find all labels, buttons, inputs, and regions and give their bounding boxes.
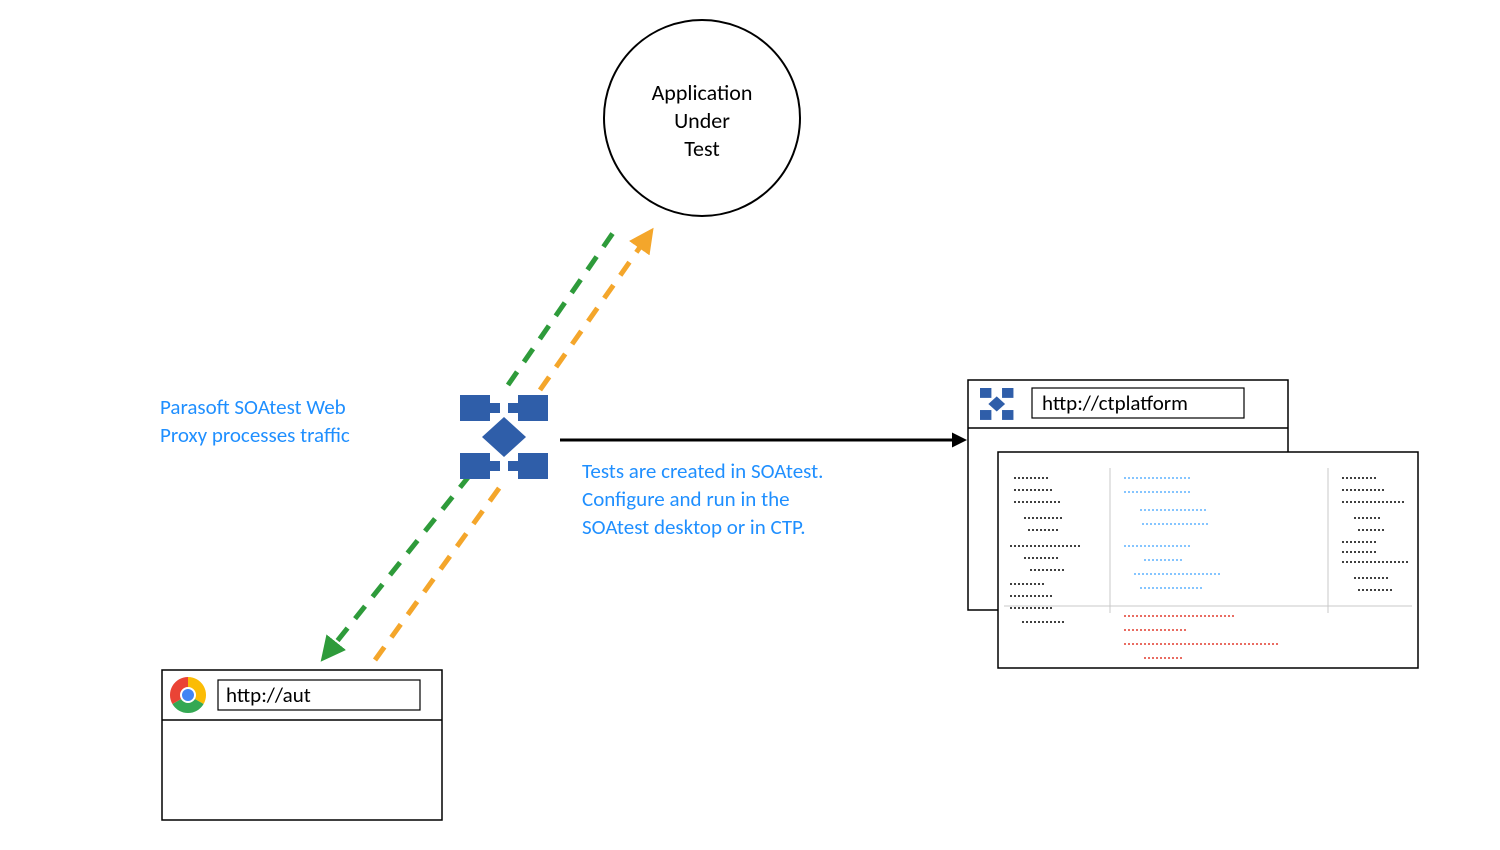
arrow-proxy-to-browser — [330, 475, 470, 650]
tests-label-line3: SOAtest desktop or in CTP. — [582, 514, 806, 540]
application-circle: Application Under Test — [604, 20, 800, 216]
proxy-label-line2: Proxy processes traffic — [160, 422, 350, 448]
chrome-icon — [170, 677, 206, 713]
aut-label-line3: Test — [684, 135, 719, 162]
proxy-label-line1: Parasoft SOAtest Web — [160, 394, 346, 420]
soatest-proxy-icon — [460, 395, 548, 479]
browser-url-text: http://aut — [226, 682, 311, 708]
ctp-window-group: http://ctplatform — [968, 380, 1418, 668]
proxy-label: Parasoft SOAtest Web Proxy processes tra… — [160, 394, 350, 448]
tests-label-line2: Configure and run in the — [582, 486, 790, 512]
ctp-url-text: http://ctplatform — [1042, 390, 1188, 416]
aut-label-line1: Application — [652, 79, 753, 106]
tests-label-line1: Tests are created in SOAtest. — [582, 458, 823, 484]
tests-label: Tests are created in SOAtest. Configure … — [582, 458, 823, 540]
browser-window: http://aut — [162, 670, 442, 820]
aut-label-line2: Under — [674, 107, 730, 134]
